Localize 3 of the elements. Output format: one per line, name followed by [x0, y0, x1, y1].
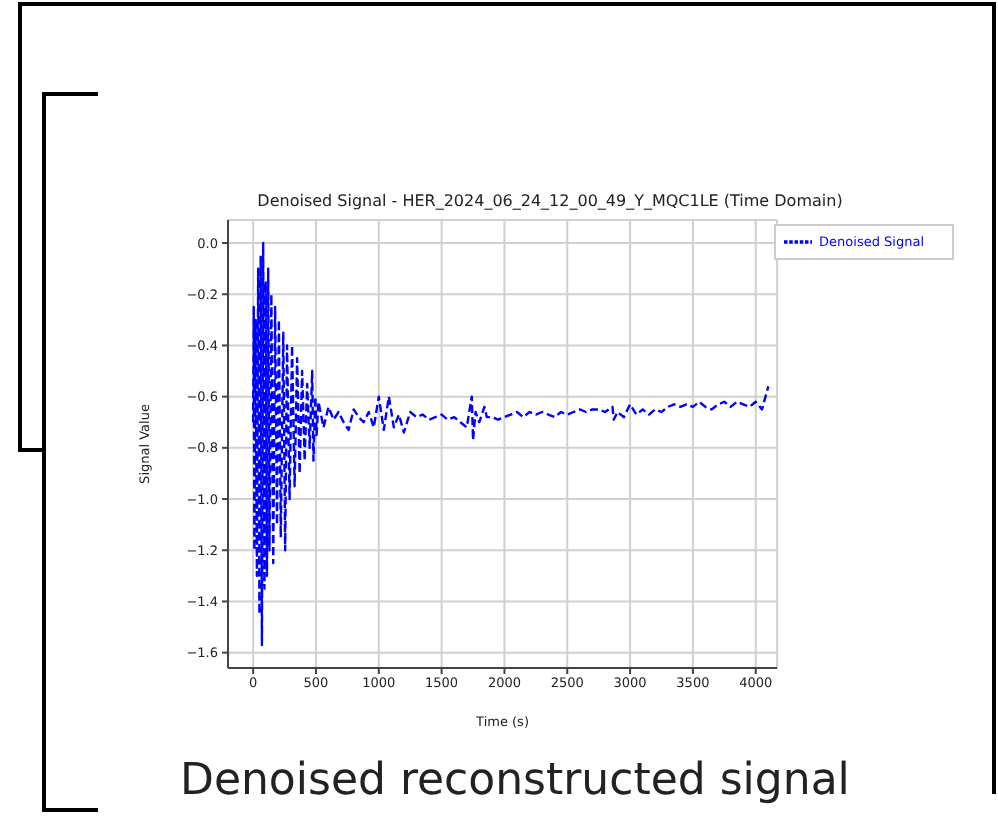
text: Denoised reconstructed signal [180, 756, 850, 806]
chart-title: Denoised Signal - HER_2024_06_24_12_00_49_Y_MQC1LE (Time Domain) [255, 192, 845, 210]
line-series [251, 241, 770, 647]
